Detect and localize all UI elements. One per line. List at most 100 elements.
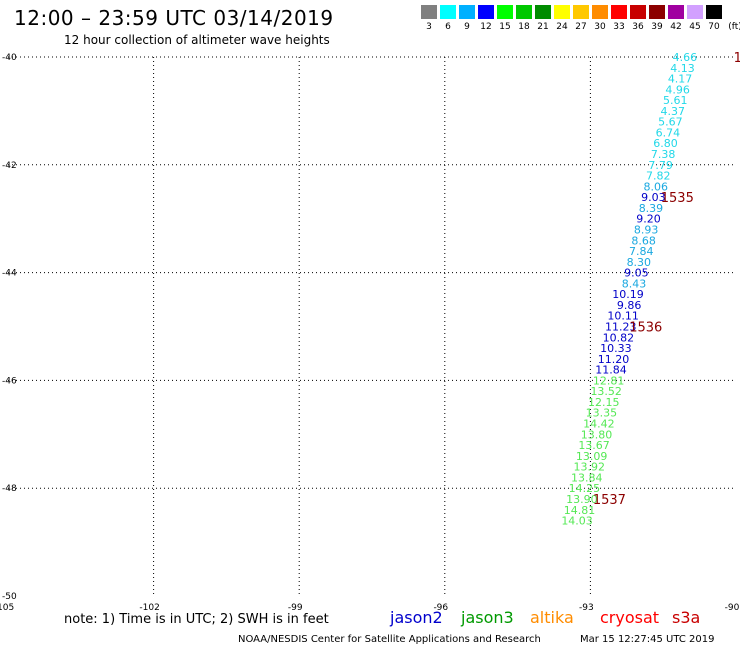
wave-height-label: 11.20	[598, 353, 630, 366]
wave-height-label: 13.84	[571, 471, 603, 484]
page-subtitle: 12 hour collection of altimeter wave hei…	[64, 33, 330, 47]
scale-swatch	[478, 5, 494, 19]
wave-height-label: 7.82	[646, 170, 671, 183]
scale-label: 15	[499, 22, 511, 32]
x-tick-label: -105	[0, 603, 14, 613]
wave-height-label: 12.15	[588, 396, 620, 409]
wave-height-label: 8.43	[622, 277, 647, 290]
scale-label: 3	[426, 22, 432, 32]
scale-label: 36	[632, 22, 644, 32]
wave-height-label: 9.05	[624, 267, 649, 280]
y-tick-label: -40	[2, 53, 17, 63]
x-tick-label: -93	[579, 603, 594, 613]
x-tick-label: -99	[288, 603, 303, 613]
scale-swatch	[668, 5, 684, 19]
y-tick-label: -50	[2, 592, 17, 602]
wave-height-label: 4.66	[673, 51, 698, 64]
y-tick-label: -44	[2, 269, 17, 279]
scale-swatch	[459, 5, 475, 19]
wave-height-label: 9.03	[641, 191, 666, 204]
time-label: 1537	[593, 493, 626, 508]
scale-label: 33	[613, 22, 625, 32]
scale-label: 18	[518, 22, 530, 32]
time-label: 1536	[629, 321, 662, 336]
page-title: 12:00 – 23:59 UTC 03/14/2019	[14, 6, 334, 30]
wave-height-label: 10.33	[600, 342, 632, 355]
legend-jason2: jason2	[390, 608, 443, 627]
wave-height-label: 8.06	[644, 180, 669, 193]
wave-height-label: 13.90	[566, 493, 598, 506]
scale-label: 45	[689, 22, 701, 32]
wave-height-label: 5.61	[663, 94, 688, 107]
footer-date: Mar 15 12:27:45 UTC 2019	[580, 634, 715, 645]
note-text: note: 1) Time is in UTC; 2) SWH is in fe…	[64, 612, 329, 627]
scale-swatch	[516, 5, 532, 19]
scale-label: 42	[670, 22, 682, 32]
legend-jason3: jason3	[461, 608, 514, 627]
wave-height-label: 14.81	[564, 504, 596, 517]
y-tick-label: -46	[2, 376, 17, 386]
scale-label: 27	[575, 22, 587, 32]
wave-height-label: 11.23	[605, 321, 637, 334]
scale-swatch	[554, 5, 570, 19]
scale-label: 24	[556, 22, 568, 32]
scale-unit: (ft)	[728, 22, 740, 32]
wave-height-label: 7.38	[651, 148, 676, 161]
wave-height-label: 10.82	[603, 331, 635, 344]
wave-height-label: 4.37	[661, 105, 686, 118]
scale-swatch	[535, 5, 551, 19]
scale-swatch	[497, 5, 513, 19]
wave-height-label: 6.74	[656, 126, 681, 139]
scale-label: 70	[708, 22, 720, 32]
wave-height-label: 9.20	[636, 213, 661, 226]
scale-swatch	[573, 5, 589, 19]
x-tick-label: -90	[725, 603, 740, 613]
time-label: 1	[734, 51, 740, 66]
scale-swatch	[440, 5, 456, 19]
wave-height-label: 13.67	[578, 439, 610, 452]
wave-height-label: 13.09	[576, 450, 608, 463]
wave-height-label: 7.79	[648, 159, 673, 172]
wave-height-label: 4.13	[670, 62, 695, 75]
wave-height-label: 14.42	[583, 418, 615, 431]
footer-credit: NOAA/NESDIS Center for Satellite Applica…	[238, 634, 541, 645]
wave-height-label: 10.11	[607, 310, 639, 323]
wave-height-label: 8.30	[627, 256, 652, 269]
scale-label: 12	[480, 22, 492, 32]
y-tick-label: -42	[2, 161, 17, 171]
scale-swatch	[706, 5, 722, 19]
scale-label: 30	[594, 22, 606, 32]
scale-swatch	[592, 5, 608, 19]
legend-altika: altika	[530, 608, 574, 627]
time-label: 1535	[661, 191, 694, 206]
scale-label: 39	[651, 22, 663, 32]
wave-height-label: 10.19	[612, 288, 644, 301]
wave-height-label: 14.25	[569, 482, 601, 495]
scale-swatch	[611, 5, 627, 19]
scale-swatch	[649, 5, 665, 19]
scale-label: 9	[464, 22, 470, 32]
wave-height-label: 12.81	[593, 374, 625, 387]
wave-height-label: 14.03	[561, 515, 593, 528]
wave-height-label: 8.68	[631, 234, 656, 247]
scale-swatch	[687, 5, 703, 19]
scale-swatch	[421, 5, 437, 19]
wave-height-label: 13.92	[573, 461, 605, 474]
scale-label: 6	[445, 22, 451, 32]
scale-swatch	[630, 5, 646, 19]
wave-height-label: 4.17	[668, 73, 693, 86]
wave-height-label: 8.93	[634, 223, 659, 236]
wave-height-label: 4.96	[665, 83, 690, 96]
wave-height-label: 5.67	[658, 116, 683, 129]
wave-height-label: 13.35	[586, 407, 618, 420]
wave-height-label: 11.84	[595, 364, 627, 377]
wave-height-label: 9.86	[617, 299, 642, 312]
scale-label: 21	[537, 22, 549, 32]
legend-s3a: s3a	[672, 608, 701, 627]
x-tick-label: -102	[139, 603, 159, 613]
wave-height-label: 7.84	[629, 245, 654, 258]
legend-cryosat: cryosat	[600, 608, 660, 627]
wave-height-label: 13.80	[581, 428, 613, 441]
wave-height-label: 8.39	[639, 202, 664, 215]
